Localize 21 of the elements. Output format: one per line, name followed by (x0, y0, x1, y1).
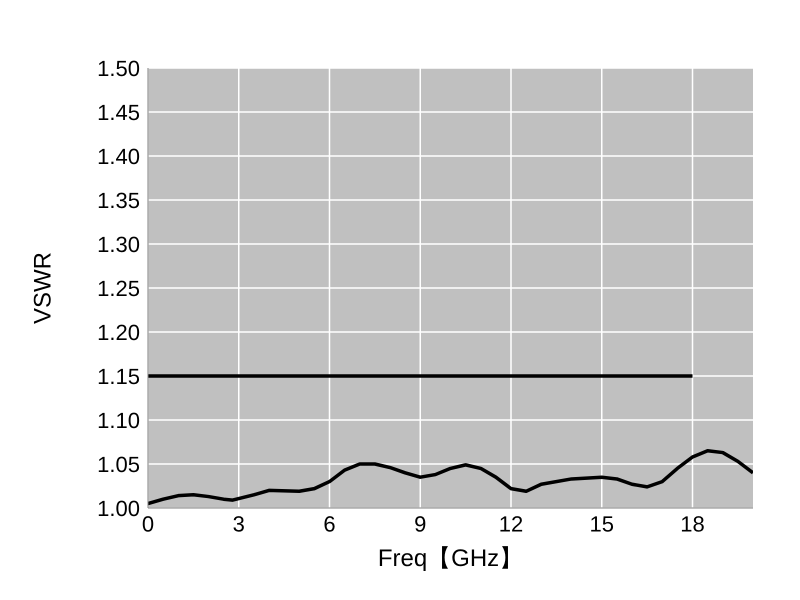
x-tick-label: 0 (142, 512, 154, 537)
y-tick-label: 1.00 (97, 496, 140, 521)
y-tick-label: 1.35 (97, 188, 140, 213)
y-tick-label: 1.50 (97, 56, 140, 81)
x-tick-label: 3 (232, 512, 245, 537)
y-axis-title: VSWR (30, 252, 57, 324)
y-tick-label: 1.25 (97, 276, 140, 301)
y-tick-label: 1.20 (97, 320, 140, 345)
y-tick-label: 1.40 (97, 144, 140, 169)
x-tick-label: 15 (590, 512, 614, 537)
x-tick-label: 6 (323, 512, 336, 537)
y-tick-label: 1.10 (97, 408, 140, 433)
line-series (148, 449, 753, 506)
y-tick-label: 1.45 (97, 100, 140, 125)
y-tick-label: 1.15 (97, 364, 140, 389)
x-axis-title: Freq【GHz】 (378, 545, 524, 572)
x-tick-label: 12 (498, 512, 524, 537)
y-tick-label: 1.30 (97, 232, 140, 257)
x-tick-label: 9 (414, 512, 426, 537)
x-tick-label: 18 (680, 512, 705, 537)
y-tick-label: 1.05 (97, 452, 140, 477)
